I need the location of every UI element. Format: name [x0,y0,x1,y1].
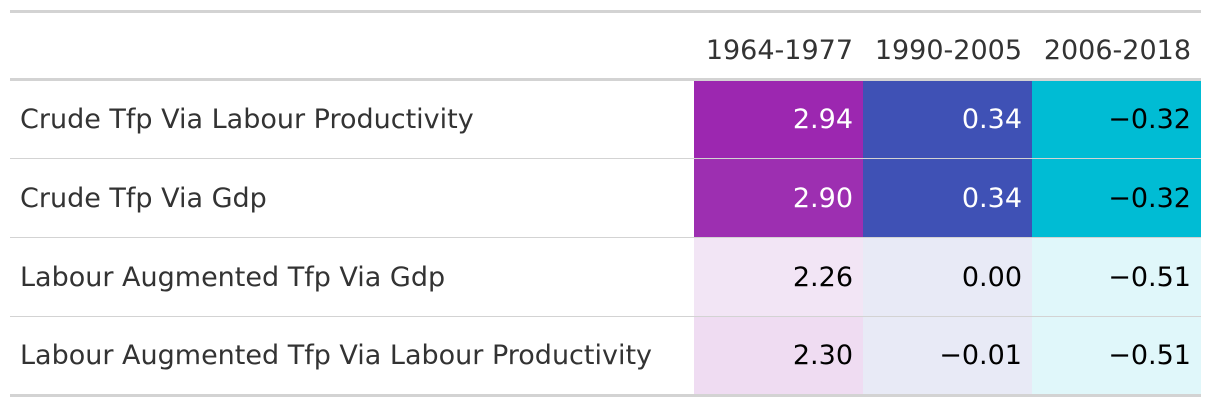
header-label-column [10,11,694,81]
value-cell: 2.90 [694,158,863,238]
header-period-3: 2006-2018 [1032,11,1201,81]
value-cell: −0.32 [1032,79,1201,159]
row-label: Crude Tfp Via Labour Productivity [20,104,474,135]
value-cell: 0.00 [863,237,1032,317]
table-header: 1964-1977 1990-2005 2006-2018 [10,11,1201,81]
value-cell: −0.01 [863,316,1032,396]
value-cell: 2.30 [694,316,863,396]
value-cell: 0.34 [863,79,1032,159]
tfp-table-container: 1964-1977 1990-2005 2006-2018 Crude Tfp … [10,10,1201,397]
table-row: Labour Augmented Tfp Via Gdp 2.26 0.00 −… [10,237,1201,317]
value-cell: 0.34 [863,158,1032,238]
row-label: Labour Augmented Tfp Via Labour Producti… [10,316,694,396]
row-label: Crude Tfp Via Gdp [10,158,694,238]
value-cell: −0.51 [1032,237,1201,317]
value-cell: 2.26 [694,237,863,317]
table-row: Crude Tfp Via Gdp 2.90 0.34 −0.32 [10,158,1201,238]
header-period-1: 1964-1977 [694,11,863,81]
tfp-table: 1964-1977 1990-2005 2006-2018 Crude Tfp … [10,10,1201,397]
value-cell: −0.32 [1032,158,1201,238]
value-cell: 2.94 [694,79,863,159]
table-row: Crude Tfp Via Labour Productivity 2.94 0… [10,79,1201,159]
table-row: Labour Augmented Tfp Via Labour Producti… [10,316,1201,396]
value-cell: −0.51 [1032,316,1201,396]
table-body: Crude Tfp Via Labour Productivity 2.94 0… [10,79,1201,396]
header-period-2: 1990-2005 [863,11,1032,81]
row-label: Labour Augmented Tfp Via Gdp [10,237,694,317]
header-row: 1964-1977 1990-2005 2006-2018 [10,11,1201,81]
